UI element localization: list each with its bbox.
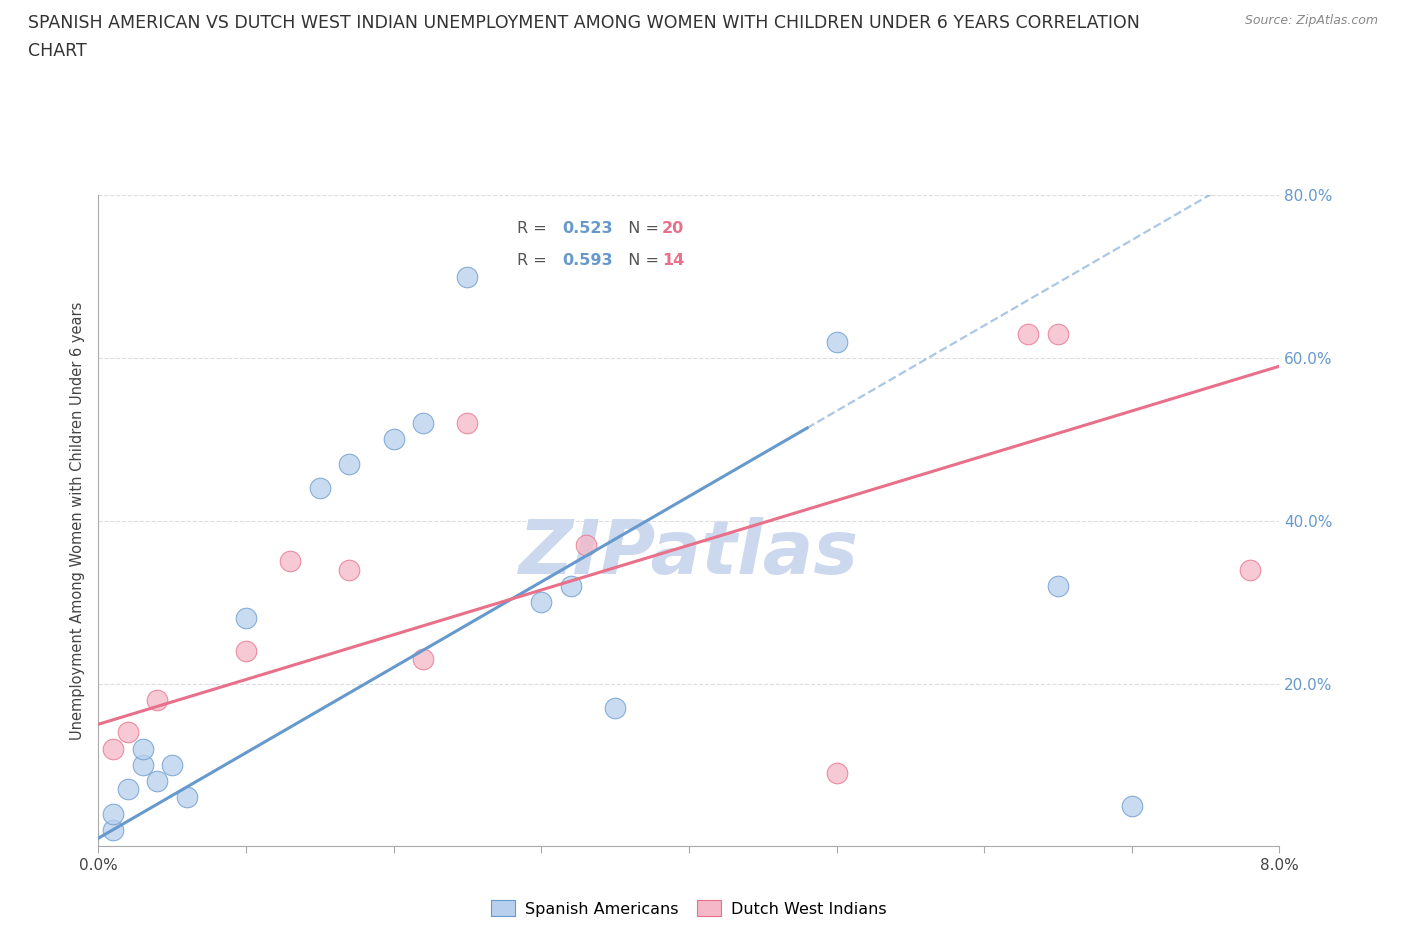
Point xyxy=(278,554,302,569)
Text: 14: 14 xyxy=(662,253,683,268)
Point xyxy=(1121,798,1143,813)
Point xyxy=(132,741,155,756)
Point xyxy=(574,538,596,552)
Point xyxy=(456,270,478,285)
Text: N =: N = xyxy=(619,221,664,236)
Point xyxy=(1046,326,1069,341)
Text: R =: R = xyxy=(517,221,551,236)
Point xyxy=(456,416,478,431)
Text: 0.593: 0.593 xyxy=(562,253,613,268)
Point xyxy=(560,578,582,593)
Point xyxy=(337,562,360,577)
Point xyxy=(308,481,332,496)
Legend: Spanish Americans, Dutch West Indians: Spanish Americans, Dutch West Indians xyxy=(485,894,893,923)
Point xyxy=(382,432,405,447)
Text: N =: N = xyxy=(619,253,664,268)
Point xyxy=(103,806,125,821)
Point xyxy=(176,790,198,805)
Point xyxy=(412,652,434,667)
Text: CHART: CHART xyxy=(28,42,87,60)
Point xyxy=(412,416,434,431)
Text: SPANISH AMERICAN VS DUTCH WEST INDIAN UNEMPLOYMENT AMONG WOMEN WITH CHILDREN UND: SPANISH AMERICAN VS DUTCH WEST INDIAN UN… xyxy=(28,14,1140,32)
Point xyxy=(1017,326,1039,341)
Point xyxy=(103,741,125,756)
Text: ZIPatlas: ZIPatlas xyxy=(519,517,859,590)
Point xyxy=(103,823,125,838)
Text: R =: R = xyxy=(517,253,551,268)
Point xyxy=(530,595,553,610)
Point xyxy=(162,757,183,772)
Text: 20: 20 xyxy=(662,221,683,236)
Point xyxy=(117,782,139,797)
Point xyxy=(1046,578,1069,593)
Point xyxy=(146,692,169,708)
Point xyxy=(605,700,627,715)
Point xyxy=(825,765,848,780)
Point xyxy=(235,644,257,658)
Text: Source: ZipAtlas.com: Source: ZipAtlas.com xyxy=(1244,14,1378,27)
Point xyxy=(117,725,139,740)
Point xyxy=(1239,562,1261,577)
Point xyxy=(146,774,169,789)
Y-axis label: Unemployment Among Women with Children Under 6 years: Unemployment Among Women with Children U… xyxy=(70,301,86,740)
Text: 0.523: 0.523 xyxy=(562,221,613,236)
Point xyxy=(132,757,155,772)
Point xyxy=(337,457,360,472)
Point xyxy=(825,335,848,350)
Point xyxy=(235,611,257,626)
